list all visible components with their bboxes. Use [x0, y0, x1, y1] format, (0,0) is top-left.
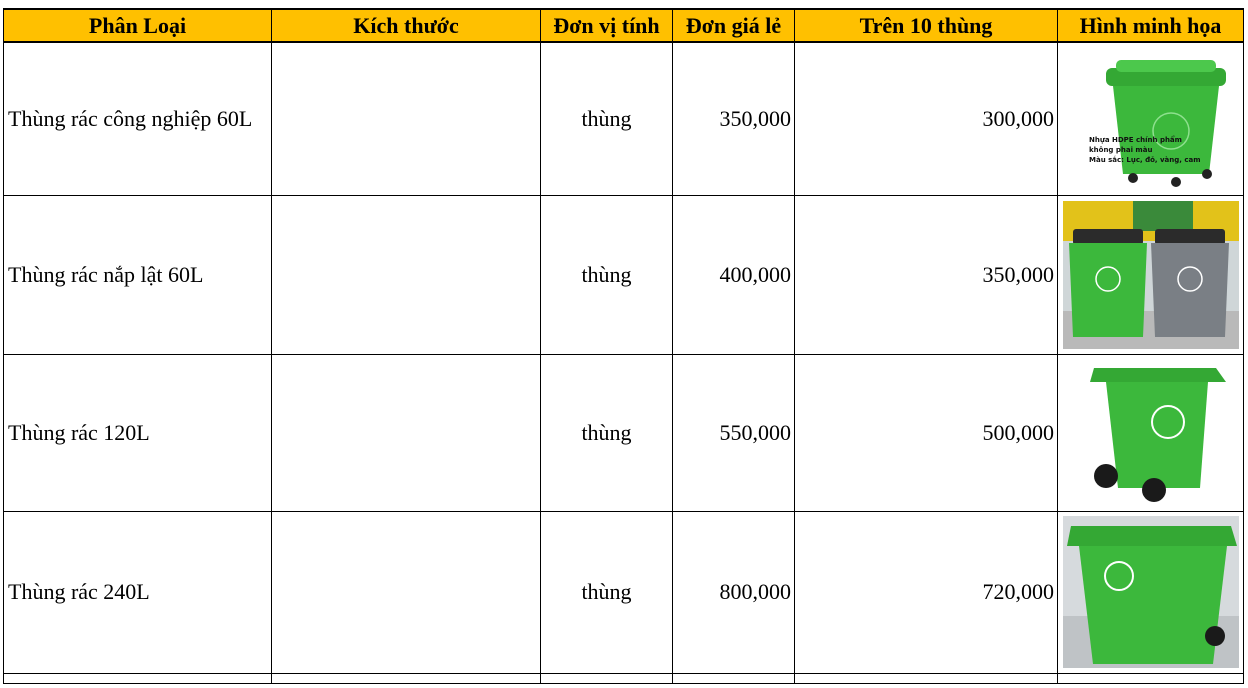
product-size [271, 41, 541, 196]
product-image: Nhựa HDPE chính phẩm không phai màu Màu … [1057, 41, 1244, 196]
product-name: Thùng rác 240L [3, 510, 272, 674]
product-name: Thùng rác 120L [3, 353, 272, 512]
header-retail-price: Đơn giá lẻ [672, 8, 795, 43]
header-bulk-price: Trên 10 thùng [794, 8, 1058, 43]
trash-bin-image [1062, 516, 1239, 668]
product-unit: thùng [540, 194, 673, 355]
table-row: Thùng rác 120L thùng 550,000 500,000 [3, 353, 1244, 512]
product-name: Thùng rác nắp lật 60L [3, 194, 272, 355]
product-size [271, 194, 541, 355]
product-image [1057, 510, 1244, 674]
product-unit: thùng [540, 510, 673, 674]
product-unit: thùng [540, 353, 673, 512]
product-size [271, 510, 541, 674]
header-size: Kích thước [271, 8, 541, 43]
product-unit: thùng [540, 41, 673, 196]
product-image [1057, 194, 1244, 355]
bulk-price: 500,000 [794, 353, 1058, 512]
header-category: Phân Loại [3, 8, 272, 43]
product-image [1057, 353, 1244, 512]
header-illustration: Hình minh họa [1057, 8, 1244, 43]
bulk-price: 300,000 [794, 41, 1058, 196]
image-caption: Màu sắc: Lục, đỏ, vàng, cam [1089, 155, 1201, 164]
bulk-price: 350,000 [794, 194, 1058, 355]
retail-price: 400,000 [672, 194, 795, 355]
header-row: Phân Loại Kích thước Đơn vị tính Đơn giá… [3, 8, 1244, 43]
retail-price: 800,000 [672, 510, 795, 674]
image-caption: không phai màu [1089, 146, 1152, 154]
table-row: Thùng rác công nghiệp 60L thùng 350,000 … [3, 41, 1244, 196]
product-name: Thùng rác công nghiệp 60L [3, 41, 272, 196]
table-row [3, 672, 1244, 684]
trash-bin-image [1062, 200, 1239, 349]
price-table: Phân Loại Kích thước Đơn vị tính Đơn giá… [3, 8, 1244, 684]
header-unit: Đơn vị tính [540, 8, 673, 43]
trash-bin-image [1089, 368, 1226, 502]
product-size [271, 353, 541, 512]
retail-price: 350,000 [672, 41, 795, 196]
table-row: Thùng rác nắp lật 60L thùng 400,000 350,… [3, 194, 1244, 355]
trash-bin-image: Nhựa HDPE chính phẩm không phai màu Màu … [1089, 60, 1226, 188]
retail-price: 550,000 [672, 353, 795, 512]
table-row: Thùng rác 240L thùng 800,000 720,000 [3, 510, 1244, 674]
image-caption: Nhựa HDPE chính phẩm [1089, 135, 1182, 144]
bulk-price: 720,000 [794, 510, 1058, 674]
